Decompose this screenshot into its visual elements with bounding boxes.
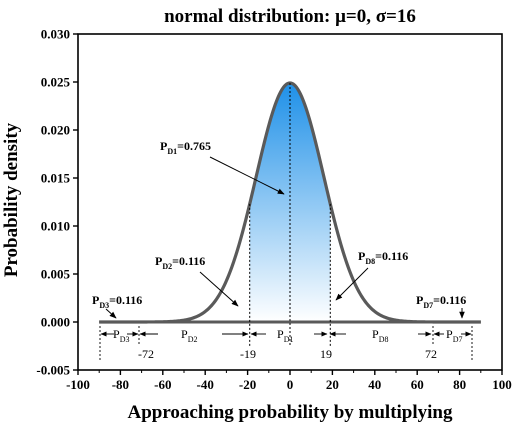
x-tick-label: 60	[411, 377, 424, 392]
boundary-label-19: 19	[320, 347, 332, 361]
region-range-markers	[99, 326, 473, 360]
x-tick-label: 80	[453, 377, 466, 392]
y-axis-ticks: -0.005 0.000 0.005 0.010 0.015 0.020 0.025 0.03…	[36, 27, 78, 378]
x-tick-label: 0	[287, 377, 294, 392]
region-label-d7: PD7	[446, 327, 462, 344]
x-axis-ticks: -100 -80 -60 -40 -20 0 20 40 60 80 100	[66, 370, 512, 392]
annotation-pd8-arrow	[335, 267, 369, 301]
y-tick-label: 0.030	[41, 27, 70, 42]
y-tick-label: 0.015	[41, 171, 71, 186]
x-tick-label: -60	[154, 377, 171, 392]
x-tick-label: -100	[66, 377, 90, 392]
y-tick-label: 0.000	[41, 315, 70, 330]
annotation-pd3-arrow	[105, 308, 117, 319]
y-tick-label: 0.025	[41, 75, 71, 90]
x-tick-label: -20	[239, 377, 256, 392]
region-label-d8: PD8	[372, 327, 388, 344]
y-tick-label: -0.005	[36, 363, 70, 378]
y-axis-title: Probability density	[1, 122, 22, 277]
boundary-label-neg19: -19	[240, 347, 256, 361]
annotation-pd7: PD7=0.116	[416, 293, 466, 310]
probability-fill-area	[249, 82, 331, 323]
plot-frame	[77, 33, 503, 371]
annotation-pd1-arrow	[209, 156, 285, 195]
x-tick-label: 20	[326, 377, 339, 392]
annotation-pd2-arrow	[199, 271, 239, 307]
x-tick-label: 100	[492, 377, 512, 392]
x-tick-label: 40	[368, 377, 381, 392]
region-label-d1: PD1	[277, 327, 293, 344]
region-label-d3: PD3	[113, 327, 129, 344]
x-axis-title: Approaching probability by multiplying	[127, 402, 453, 423]
x-tick-label: -80	[112, 377, 129, 392]
annotation-pd3: PD3=0.116	[92, 293, 142, 310]
y-tick-label: 0.020	[41, 123, 70, 138]
annotation-pd1: PD1=0.765	[160, 139, 211, 156]
boundary-label-neg72: -72	[138, 347, 154, 361]
y-tick-label: 0.005	[41, 267, 71, 282]
region-label-d2: PD2	[181, 327, 197, 344]
chart-title: normal distribution: μ=0, σ=16	[164, 6, 416, 27]
boundary-label-72: 72	[425, 347, 437, 361]
x-tick-label: -40	[197, 377, 214, 392]
annotation-pd8: PD8=0.116	[358, 249, 408, 266]
annotation-pd2: PD2=0.116	[155, 254, 205, 271]
y-tick-label: 0.010	[41, 219, 70, 234]
